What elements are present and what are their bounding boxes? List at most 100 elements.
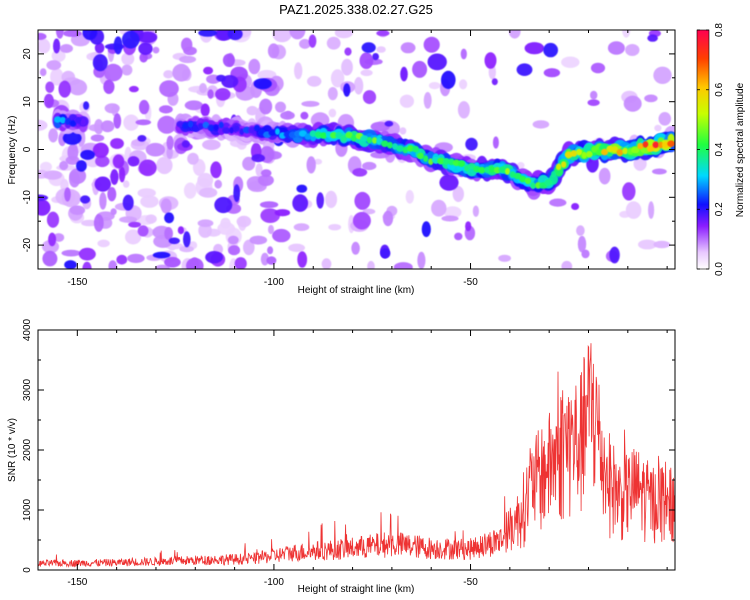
spectrogram-noise-blob (119, 166, 126, 183)
spectrogram-ridge-blob (351, 134, 357, 142)
spectrogram-noise-blob (484, 52, 497, 69)
spectrogram-ridge-blob (381, 140, 389, 147)
spectrogram-noise-blob (116, 254, 128, 265)
spectrogram-noise-blob (163, 70, 174, 79)
spectrogram-noise-blob (400, 66, 408, 82)
x-tick-label: -50 (463, 577, 478, 588)
spectrogram-noise-blob (454, 232, 463, 241)
spectrogram-noise-blob (107, 187, 117, 202)
spectrogram-noise-blob (222, 53, 235, 67)
colorbar-tick-label: 0.8 (714, 23, 725, 37)
spectrogram-noise-blob (214, 196, 233, 214)
spectrogram-noise-blob (236, 215, 252, 228)
spectrogram-noise-blob (62, 131, 82, 145)
spectrogram-noise-blob (183, 231, 191, 248)
spectrogram-noise-blob (64, 187, 71, 202)
spectrogram-noise-blob (99, 192, 107, 210)
spectrogram-ridge-blob (555, 163, 562, 171)
spectrogram-ridge-blob (667, 140, 675, 147)
spectrogram-noise-blob (362, 90, 377, 105)
spectrogram-ridge-blob (254, 124, 260, 132)
spectrogram-noise-blob (653, 240, 671, 249)
spectrogram-noise-blob (352, 211, 371, 230)
spectrogram-noise-blob (103, 63, 123, 82)
spectrogram-ridge-blob (213, 124, 219, 131)
spectrogram-ridge-blob (239, 128, 245, 135)
spectrogram-ridge-blob (54, 116, 62, 123)
spectrogram-noise-blob (399, 127, 407, 135)
spectrogram-ridge-blob (570, 150, 578, 157)
spectrogram-noise-blob (95, 155, 110, 168)
spectrogram-noise-blob (581, 249, 590, 259)
spectrogram-ridge-blob (275, 128, 280, 135)
spectrogram-noise-blob (316, 192, 325, 209)
spectrogram-noise-blob (268, 224, 274, 235)
x-tick-label: -100 (264, 277, 284, 288)
spectrogram-noise-blob (439, 174, 459, 191)
spectrogram-ridge-blob (335, 131, 343, 139)
spectrogram-noise-blob (187, 152, 199, 165)
spectrogram-noise-blob (274, 209, 291, 217)
spectrogram-noise-blob (110, 169, 119, 185)
spectrogram-noise-blob (609, 246, 620, 264)
spectrogram-noise-blob (267, 43, 280, 59)
spectrogram-ridge-blob (325, 131, 332, 138)
spectrogram-ridge-blob (646, 145, 655, 152)
spectrogram-noise-blob (45, 81, 55, 93)
spectrogram-ridge-blob (519, 175, 527, 183)
spectrogram-noise-blob (80, 149, 95, 160)
spectrogram-noise-blob (61, 249, 81, 257)
snr-y-label: SNR (10 * v/v) (7, 418, 18, 482)
spectrogram-noise-blob (625, 201, 642, 219)
spectrogram-noise-blob (314, 158, 323, 165)
spectrogram-y-ticks: -20 -10 0 10 20 (22, 29, 675, 270)
spectrogram-noise-blob (76, 160, 87, 172)
spectrogram-noise-blob (139, 99, 150, 115)
spectrogram-noise-blob (137, 135, 147, 142)
spectrogram-noise-blob (135, 119, 152, 126)
spectrogram-ridge-blob (442, 158, 450, 165)
spectrogram-noise-blob (625, 44, 640, 56)
spectrogram-ridge-blob (631, 146, 640, 154)
spectrogram-noise-blob (360, 69, 373, 77)
spectrogram-ridge-blob (197, 123, 204, 130)
spectrogram-noise-blob (248, 58, 261, 75)
spectrogram-noise-blob (168, 237, 180, 245)
spectrogram-noise-blob (301, 100, 320, 107)
spectrogram-ridge-blob (182, 122, 189, 130)
spectrogram-noise-blob (308, 34, 317, 48)
spectrogram-noise-blob (652, 168, 667, 175)
spectrogram-noise-blob (202, 139, 221, 151)
colorbar-tick-label: 0.2 (714, 202, 725, 216)
spectrogram-noise-blob (372, 53, 379, 61)
spectrogram-noise-blob (384, 120, 394, 127)
spectrogram-noise-blob (431, 199, 447, 217)
spectrogram-noise-blob (58, 80, 71, 98)
spectrogram-noise-blob (113, 36, 123, 55)
spectrogram-noise-blob (260, 169, 272, 178)
spectrogram-noise-blob (465, 221, 472, 232)
spectrogram-noise-blob (577, 235, 587, 253)
spectrogram-noise-blob (48, 128, 59, 143)
spectrogram-noise-blob (93, 214, 104, 232)
spectrogram-noise-blob (508, 30, 521, 39)
spectrogram-noise-blob (561, 260, 573, 269)
spectrogram-noise-blob (43, 170, 62, 180)
spectrogram-noise-blob (108, 260, 117, 269)
spectrogram-noise-blob (300, 111, 309, 120)
spectrogram-noise-blob (59, 44, 73, 53)
spectrogram-noise-blob (321, 258, 332, 269)
spectrogram-noise-blob (653, 66, 672, 85)
spectrogram-noise-blob (200, 103, 210, 117)
spectrogram-noise-blob (393, 262, 413, 269)
spectrogram-noise-blob (198, 223, 212, 238)
spectrogram-noise-blob (359, 52, 374, 69)
spectrogram-noise-blob (233, 184, 241, 203)
spectrogram-noise-blob (587, 99, 600, 106)
spectrogram-noise-blob (214, 179, 222, 189)
spectrogram-noise-blob (127, 253, 145, 263)
spectrogram-noise-blob (423, 92, 432, 109)
spectrogram-noise-blob (299, 38, 311, 49)
spectrogram-ridge-blob (554, 166, 564, 177)
spectrogram-noise-blob (242, 156, 256, 171)
